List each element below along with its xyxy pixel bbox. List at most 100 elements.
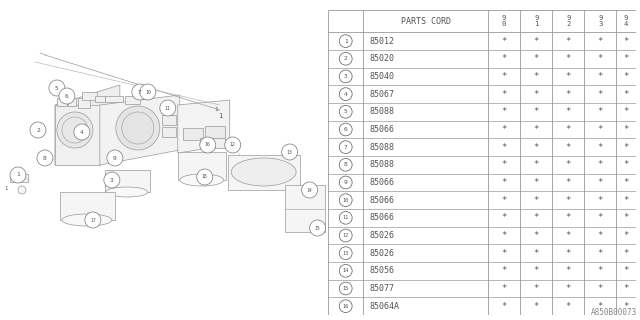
Circle shape [282,144,298,160]
Text: 10: 10 [145,90,150,94]
Text: *: * [598,196,603,204]
Text: 6: 6 [65,93,68,99]
Circle shape [74,124,90,140]
Text: 85040: 85040 [369,72,395,81]
Text: *: * [534,213,539,222]
Text: *: * [623,284,629,293]
Text: 85064A: 85064A [369,302,399,311]
Polygon shape [55,85,120,165]
Ellipse shape [62,214,112,226]
Text: 85066: 85066 [369,125,395,134]
Text: 14: 14 [342,268,349,273]
Circle shape [339,176,352,189]
Text: 85066: 85066 [369,196,395,204]
Text: 13: 13 [287,149,292,155]
Text: 85020: 85020 [369,54,395,63]
Circle shape [339,264,352,277]
Circle shape [107,150,123,166]
Text: *: * [598,178,603,187]
Text: *: * [623,231,629,240]
Text: *: * [598,143,603,152]
Bar [205,126,225,138]
Text: *: * [623,125,629,134]
Text: *: * [598,284,603,293]
Text: *: * [566,196,571,204]
Text: *: * [623,178,629,187]
Text: *: * [534,36,539,46]
Text: *: * [534,196,539,204]
Text: *: * [534,249,539,258]
Text: *: * [566,160,571,169]
Polygon shape [100,95,180,165]
Text: *: * [566,266,571,275]
Text: *: * [566,107,571,116]
Text: 85012: 85012 [369,36,395,46]
Text: *: * [623,302,629,311]
Bar [57,98,67,106]
Text: *: * [502,249,507,258]
Text: *: * [566,249,571,258]
Text: 85026: 85026 [369,249,395,258]
Text: *: * [534,90,539,99]
Bar [105,96,123,102]
Text: 12: 12 [342,233,349,238]
Text: 1: 1 [344,39,348,44]
Text: *: * [598,160,603,169]
Circle shape [310,220,326,236]
Circle shape [339,70,352,83]
Bar [82,92,97,100]
Bar [68,98,76,106]
Text: *: * [598,249,603,258]
Circle shape [116,106,160,150]
Text: *: * [502,125,507,134]
Text: *: * [566,284,571,293]
Circle shape [339,212,352,224]
Circle shape [339,282,352,295]
Text: *: * [566,54,571,63]
Circle shape [18,186,26,194]
Text: *: * [534,107,539,116]
Text: *: * [534,125,539,134]
Circle shape [104,172,120,188]
Bar [60,192,115,220]
Text: 4: 4 [344,92,348,97]
Text: 12: 12 [230,142,236,148]
Circle shape [339,300,352,313]
Text: 3: 3 [110,178,114,182]
Text: *: * [623,107,629,116]
Text: *: * [502,72,507,81]
Text: *: * [598,107,603,116]
Text: *: * [566,213,571,222]
Text: 14: 14 [307,188,312,193]
Circle shape [10,167,26,183]
Text: *: * [598,125,603,134]
Circle shape [339,123,352,136]
Bar [162,127,176,137]
Text: 85026: 85026 [369,231,395,240]
Text: *: * [566,143,571,152]
Text: *: * [566,178,571,187]
Text: *: * [566,36,571,46]
Text: *: * [623,90,629,99]
Text: *: * [623,196,629,204]
Text: 8: 8 [43,156,47,161]
Text: 3: 3 [344,74,348,79]
Circle shape [339,158,352,171]
Text: *: * [598,213,603,222]
Text: 13: 13 [342,251,349,256]
Text: *: * [534,72,539,81]
Text: 6: 6 [344,127,348,132]
Polygon shape [55,105,100,165]
Circle shape [339,35,352,47]
Text: 2: 2 [344,56,348,61]
Circle shape [339,88,352,100]
Text: *: * [502,90,507,99]
Text: *: * [623,36,629,46]
Text: 1: 1 [16,172,20,178]
Text: 18: 18 [202,174,207,180]
Circle shape [200,137,216,153]
Text: *: * [534,302,539,311]
Text: 9
1: 9 1 [534,15,538,27]
Circle shape [140,84,156,100]
Text: 11: 11 [165,106,171,110]
